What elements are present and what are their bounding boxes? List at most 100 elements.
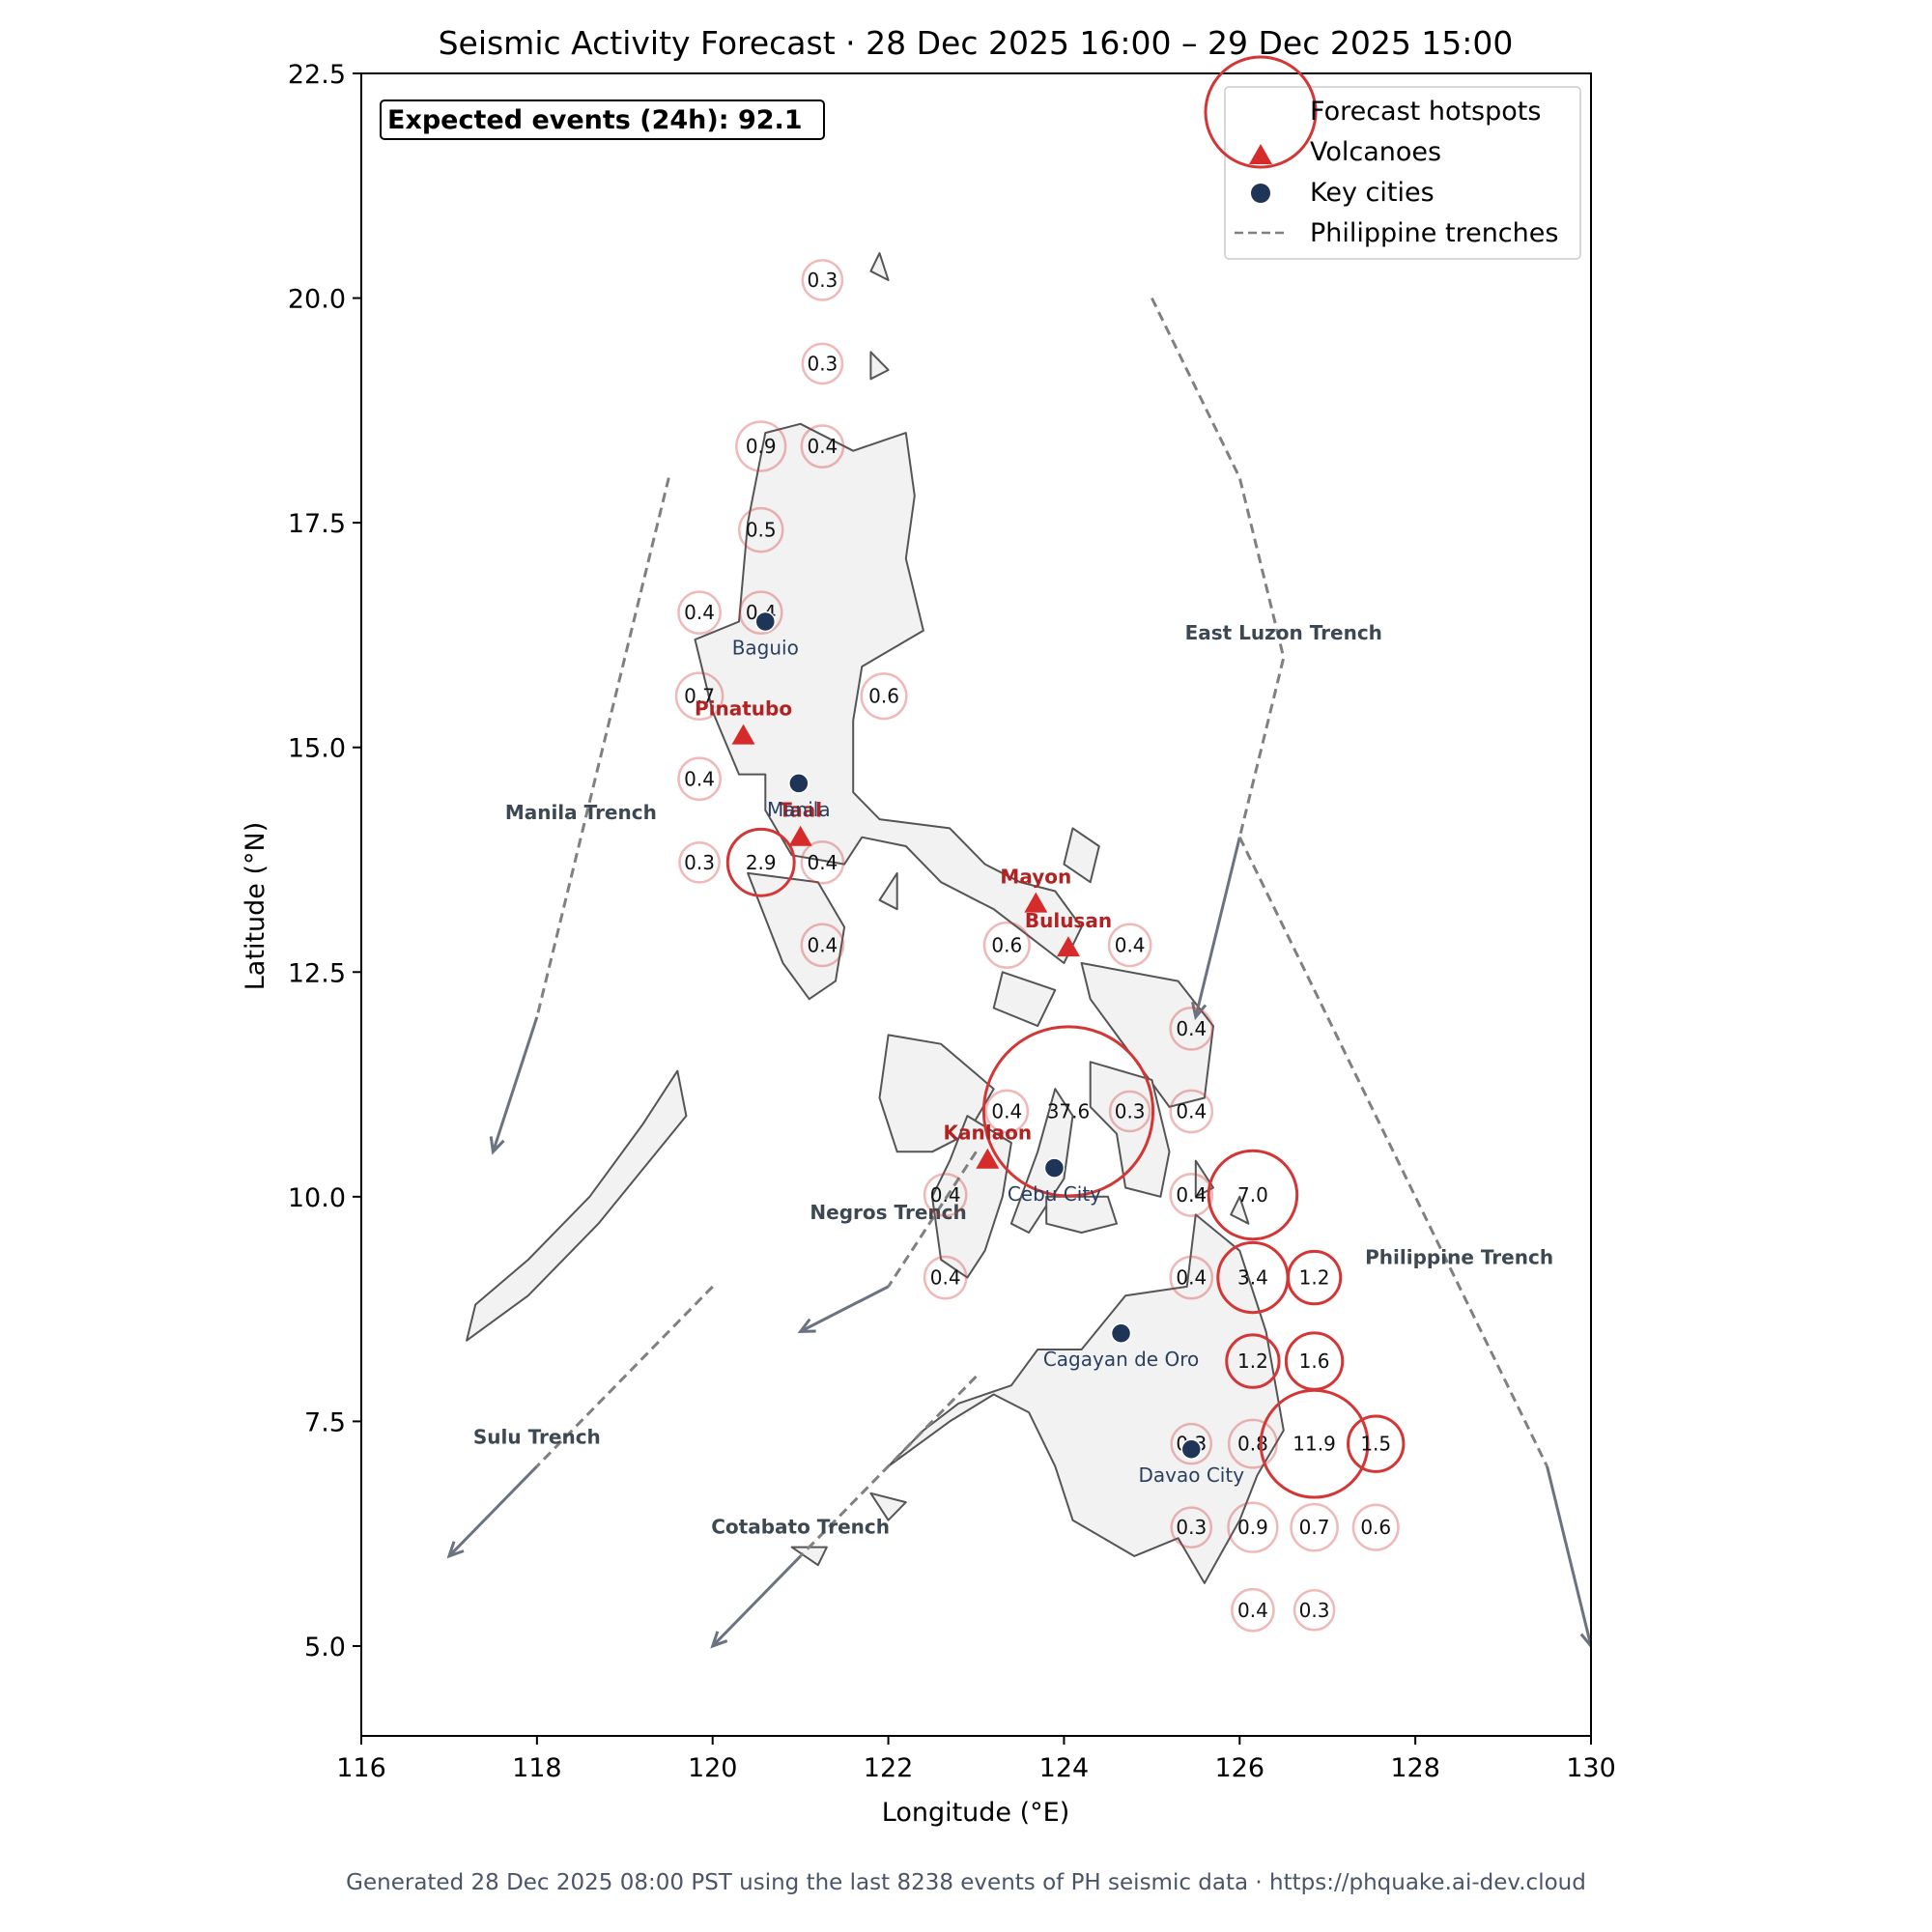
island-babuyan xyxy=(869,351,890,381)
hotspot-circle xyxy=(735,420,787,472)
legend-hotspot-icon xyxy=(1204,55,1318,169)
city-marker xyxy=(754,611,777,633)
hotspot-circle xyxy=(1169,1255,1214,1300)
hotspot-value: 0.4 xyxy=(807,933,838,956)
hotspot-circle xyxy=(1108,1090,1151,1133)
trench-line xyxy=(1151,297,1286,838)
hotspot-value: 0.4 xyxy=(930,1183,961,1207)
hotspot-value: 0.4 xyxy=(684,601,715,624)
y-tick-label: 10.0 xyxy=(288,1183,346,1213)
island-masbate xyxy=(992,971,1057,1028)
hotspot-circle xyxy=(1259,1388,1370,1499)
island-samar xyxy=(1080,962,1214,1108)
trench-arrow xyxy=(1194,837,1241,1018)
trench-arrowhead xyxy=(489,1136,505,1155)
trench-arrow xyxy=(447,1464,538,1557)
hotspot-circle xyxy=(1293,1588,1336,1632)
hotspot-circle xyxy=(1169,1173,1214,1217)
trench-arrowhead xyxy=(1191,1001,1208,1021)
trench-label: East Luzon Trench xyxy=(1185,621,1382,644)
y-tick-label: 5.0 xyxy=(304,1633,346,1662)
island-mindoro xyxy=(747,871,846,1001)
hotspot-value: 0.6 xyxy=(868,685,899,708)
island-sulu xyxy=(790,1546,828,1567)
legend-volcano-icon xyxy=(1249,144,1272,164)
hotspot-value: 0.3 xyxy=(807,352,838,375)
island-leyte xyxy=(1089,1061,1171,1198)
trench-layer: Manila Trench East Luzon Trench Philippine… xyxy=(446,297,1591,1649)
expected-events-box: Expected events (24h): 92.1 xyxy=(380,99,825,140)
trench-line xyxy=(799,1375,978,1557)
hotspot-value: 0.3 xyxy=(684,851,715,874)
footer-note: Generated 28 Dec 2025 08:00 PST using th… xyxy=(346,1870,1586,1895)
hotspot-circle xyxy=(800,923,845,968)
axis-layer: 116 118 120 122 124 126 128 130 5.0 7.5 10.0 12.5 15… xyxy=(288,60,1616,1783)
city-label: Cagayan de Oro xyxy=(1043,1348,1199,1371)
hotspot-layer: 0.3 0.3 0.9 0.4 0.5 0.4 0.4 0.7 0.6 0.4 0.3 2.9 0.4 0… xyxy=(674,259,1406,1633)
y-tick-label: 15.0 xyxy=(288,734,346,764)
hotspot-value: 0.3 xyxy=(1115,1099,1146,1122)
hotspot-value: 0.7 xyxy=(684,685,715,708)
legend: Forecast hotspots Volcanoes Key cities P… xyxy=(1204,55,1581,260)
hotspot-value: 0.7 xyxy=(1299,1516,1330,1539)
x-tick-label: 118 xyxy=(512,1753,562,1783)
hotspot-circle xyxy=(1227,1501,1279,1553)
trench-arrowhead xyxy=(1579,1633,1591,1649)
hotspot-value: 0.4 xyxy=(807,435,838,458)
volcano-marker xyxy=(1024,892,1048,913)
volcano-marker xyxy=(731,724,755,745)
hotspot-value: 2.9 xyxy=(746,851,777,874)
hotspot-value: 0.4 xyxy=(991,1099,1022,1122)
island-siargao xyxy=(1230,1195,1250,1225)
hotspot-circle xyxy=(677,756,722,802)
plot-frame xyxy=(360,72,1592,1737)
city-label: Davao City xyxy=(1139,1463,1245,1487)
y-tick-label: 12.5 xyxy=(288,958,346,988)
trench-arrowhead xyxy=(797,1318,816,1333)
trench-label: Cotabato Trench xyxy=(711,1516,890,1539)
volcano-label: Mayon xyxy=(1000,866,1071,889)
hotspot-value: 0.4 xyxy=(930,1266,961,1290)
x-tick-label: 124 xyxy=(1039,1753,1090,1783)
hotspot-circle xyxy=(981,1025,1155,1198)
y-tick-label: 20.0 xyxy=(288,285,346,315)
hotspot-circle xyxy=(1169,1007,1214,1051)
island-catanduanes xyxy=(1063,827,1100,884)
trench-arrow xyxy=(491,1016,539,1152)
hotspot-value: 3.4 xyxy=(1237,1266,1268,1290)
legend-label-cities: Key cities xyxy=(1310,178,1435,208)
volcano-label: Pinatubo xyxy=(695,697,792,721)
hotspot-value: 0.4 xyxy=(807,851,838,874)
hotspot-value: 0.9 xyxy=(746,435,777,458)
island-cebu xyxy=(1009,1088,1074,1234)
hotspot-circle xyxy=(1169,1089,1214,1134)
island-basilan xyxy=(869,1492,907,1521)
hotspot-value: 0.3 xyxy=(1176,1516,1207,1539)
expected-events-text: Expected events (24h): 92.1 xyxy=(387,105,803,135)
hotspot-circle xyxy=(678,840,721,884)
trench-arrow xyxy=(1546,1465,1591,1647)
trench-line xyxy=(1237,837,1548,1467)
hotspot-circle xyxy=(725,827,796,897)
island-mindanao xyxy=(887,1213,1285,1584)
hotspot-circle xyxy=(1231,1587,1275,1633)
trench-label: Negros Trench xyxy=(810,1201,966,1224)
legend-label-volcanoes: Volcanoes xyxy=(1310,137,1441,167)
hotspot-circle xyxy=(1351,1503,1400,1551)
hotspot-value: 0.4 xyxy=(1176,1099,1207,1122)
hotspot-circle xyxy=(1286,1249,1343,1306)
trench-arrowhead xyxy=(710,1631,728,1649)
city-marker xyxy=(1110,1322,1132,1344)
volcano-label: Taal xyxy=(779,799,822,822)
trench-line xyxy=(535,1285,714,1467)
hotspot-circle xyxy=(1227,1418,1278,1469)
y-tick-label: 17.5 xyxy=(288,509,346,539)
legend-city-icon xyxy=(1251,184,1270,203)
hotspot-value: 0.3 xyxy=(807,269,838,292)
x-tick-label: 128 xyxy=(1390,1753,1440,1783)
y-tick-label: 7.5 xyxy=(304,1407,346,1437)
hotspot-circle xyxy=(1225,1333,1281,1389)
hotspot-circle xyxy=(860,672,908,721)
hotspot-value: 0.9 xyxy=(1237,1516,1268,1539)
